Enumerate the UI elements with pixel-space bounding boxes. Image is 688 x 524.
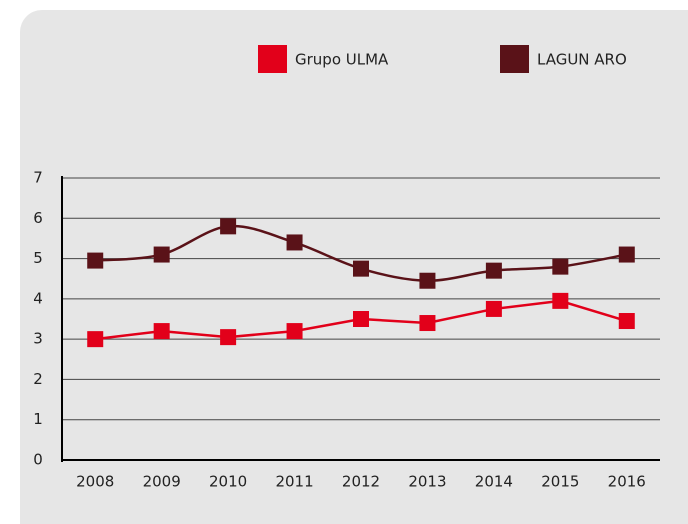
x-tick-label: 2009 (143, 473, 181, 491)
marker (153, 323, 170, 340)
x-tick-label: 2016 (608, 473, 646, 491)
y-tick-label: 3 (33, 330, 43, 348)
legend-label: Grupo ULMA (295, 51, 389, 69)
legend-swatch (500, 45, 529, 73)
marker (220, 329, 237, 346)
marker (485, 262, 502, 279)
marker (87, 252, 104, 269)
legend-swatch (258, 45, 287, 73)
x-tick-label: 2008 (76, 473, 114, 491)
marker (87, 331, 104, 348)
x-tick-label: 2010 (209, 473, 247, 491)
marker (419, 315, 436, 332)
x-tick-label: 2013 (408, 473, 446, 491)
marker (552, 258, 569, 275)
y-tick-label: 5 (33, 249, 43, 267)
y-tick-label: 7 (33, 169, 43, 187)
marker (618, 313, 635, 330)
y-tick-label: 1 (33, 410, 43, 428)
marker (485, 300, 502, 317)
marker (353, 260, 369, 277)
marker (153, 246, 170, 263)
marker (419, 272, 436, 289)
x-tick-label: 2011 (275, 473, 313, 491)
y-tick-label: 0 (33, 451, 43, 469)
marker (353, 311, 369, 327)
marker (286, 234, 303, 251)
x-tick-label: 2015 (541, 473, 579, 491)
y-tick-label: 2 (33, 370, 43, 388)
y-tick-label: 4 (33, 289, 43, 307)
marker (286, 323, 303, 340)
y-tick-label: 6 (33, 209, 43, 227)
marker (552, 292, 569, 309)
marker (220, 218, 237, 235)
x-tick-label: 2012 (342, 473, 380, 491)
legend-label: LAGUN ARO (537, 51, 627, 69)
x-tick-label: 2014 (475, 473, 513, 491)
marker (618, 246, 635, 263)
